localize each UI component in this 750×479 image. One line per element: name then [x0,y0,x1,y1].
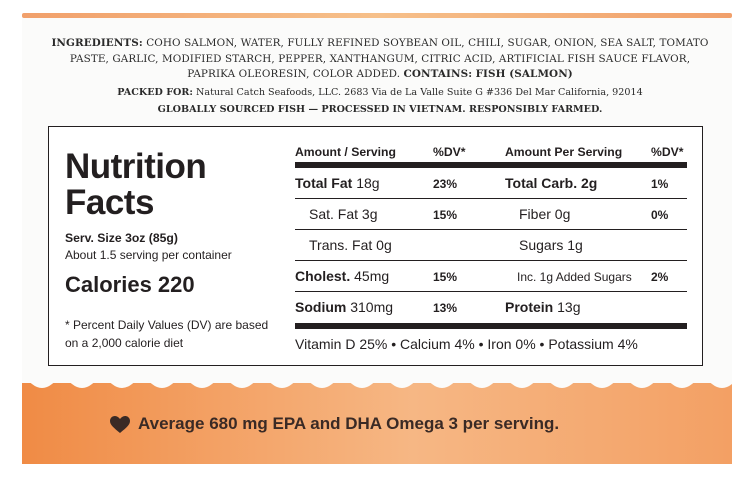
nutrient-amount: 0g [554,206,571,222]
nutrient-name: Sugars [519,237,564,253]
omega-banner [22,383,732,464]
calories: Calories 220 [65,272,195,297]
bottom-thick-rule [295,323,687,329]
nutrient-name: Sodium [295,299,347,315]
heart-icon [110,416,130,433]
header-thick-rule [295,162,687,168]
servings-per-container: About 1.5 serving per container [65,248,232,262]
header-dv-left: %DV* [433,145,466,159]
origin-statement: GLOBALLY SOURCED FISH — PROCESSED IN VIE… [157,104,603,115]
title-line-2: Facts [65,183,154,222]
nutrient-dv: 23% [433,177,458,191]
packed-for-text: Natural Catch Seafoods, LLC. 2683 Via de… [195,87,643,98]
header-amount-per-serving: Amount Per Serving [505,145,623,159]
nutrient-name: Cholest. [295,268,351,284]
nutrient-name: Trans. Fat [309,237,373,253]
table-row: Cholest. 45mg 15% Inc. 1g Added Sugars 2… [295,261,687,292]
ingredients-statement: INGREDIENTS: COHO SALMON, WATER, FULLY R… [50,36,710,83]
ingredients-text: COHO SALMON, WATER, FULLY REFINED SOYBEA… [69,37,709,81]
banner-wave-edge [22,378,732,388]
nutrient-name: Total Carb. [505,175,578,191]
packed-for-line: PACKED FOR: Natural Catch Seafoods, LLC.… [50,87,710,98]
packed-for-label: PACKED FOR: [117,87,193,98]
ingredients-label: INGREDIENTS: [51,37,143,49]
serving-size: Serv. Size 3oz (85g) [65,231,178,245]
nutrition-facts-title: Nutrition Facts [65,147,207,222]
title-line-1: Nutrition [65,147,207,186]
nutrient-dv: 0% [651,208,669,222]
nutrient-dv: 15% [433,270,458,284]
dv-footnote: * Percent Daily Values (DV) are based on… [65,318,269,350]
nutrient-name: Total Fat [295,175,353,191]
nutrient-dv: 13% [433,301,458,315]
nutrient-name: Sat. Fat [309,206,359,222]
header-amount-serving: Amount / Serving [295,145,396,159]
omega-banner-text: Average 680 mg EPA and DHA Omega 3 per s… [138,414,560,433]
nutrient-name: Protein [505,299,554,315]
nutrition-facts-panel: Nutrition Facts Serv. Size 3oz (85g) Abo… [48,126,703,366]
table-header: Amount / Serving %DV* Amount Per Serving… [295,143,687,162]
nutrient-amount: 18g [356,175,380,191]
nutrient-amount: 2g [580,175,598,191]
nutrient-dv: 2% [651,270,669,284]
table-row: Trans. Fat 0g Sugars 1g [295,230,687,261]
nutrient-amount: 45mg [354,268,390,284]
vitamins-minerals: Vitamin D 25% • Calcium 4% • Iron 0% • P… [295,336,638,352]
nutrient-amount: 13g [557,299,581,315]
nutrient-amount: 310mg [350,299,394,315]
nutrient-amount: 0g [376,237,392,253]
table-row: Sat. Fat 3g 15% Fiber 0g 0% [295,199,687,230]
table-row: Sodium 310mg 13% Protein 13g [295,292,687,323]
nutrient-table: Amount / Serving %DV* Amount Per Serving… [295,143,687,352]
contains-text: FISH (SALMON) [475,68,573,81]
nutrient-dv: 15% [433,208,458,222]
nutrient-dv: 1% [651,177,669,191]
package-top-edge [22,13,732,18]
header-dv-right: %DV* [651,145,684,159]
table-row: Total Fat 18g 23% Total Carb. 2g 1% [295,168,687,199]
nutrient-amount: 3g [361,206,378,222]
nutrient-amount: 1g [567,237,583,253]
nutrient-name: Fiber [519,206,551,222]
nutrient-name: Inc. 1g Added Sugars [517,270,632,284]
contains-label: CONTAINS: [403,68,473,81]
